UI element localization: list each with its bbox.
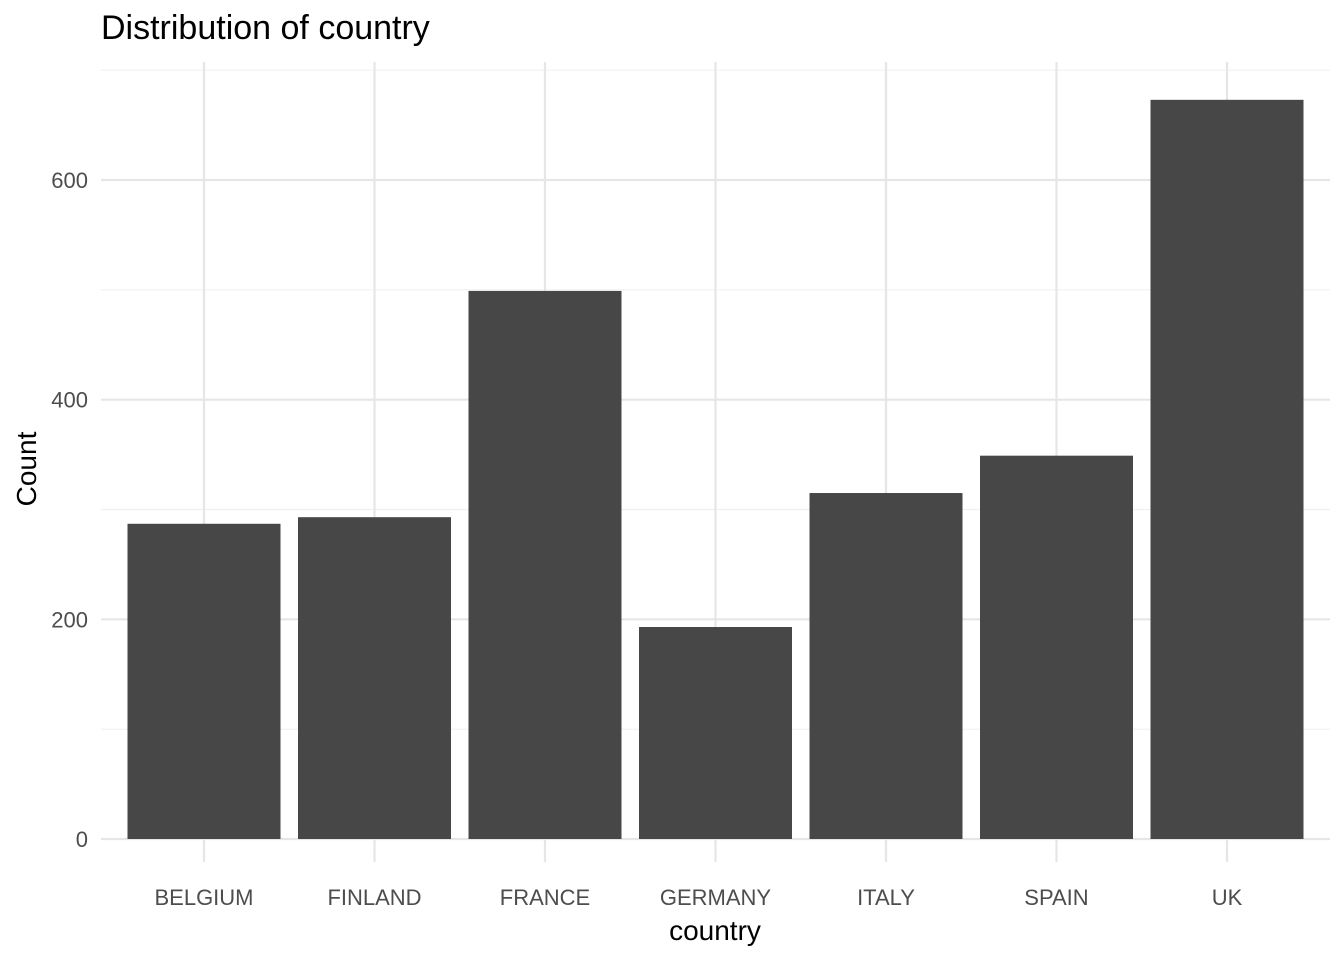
x-tick-label: GERMANY — [660, 885, 772, 910]
x-tick-label: FINLAND — [327, 885, 421, 910]
x-tick-label: UK — [1212, 885, 1243, 910]
x-tick-label: ITALY — [857, 885, 915, 910]
y-tick-label: 0 — [76, 827, 88, 852]
x-axis-ticks: BELGIUM FINLAND FRANCE GERMANY ITALY SPAIN UK — [154, 885, 1242, 910]
y-tick-label: 600 — [51, 168, 88, 193]
bar-germany — [639, 627, 792, 839]
bar-finland — [298, 517, 451, 839]
x-tick-label: SPAIN — [1024, 885, 1088, 910]
bars — [127, 99, 1304, 840]
bar-france — [468, 290, 622, 840]
y-axis-ticks: 0 200 400 600 — [51, 168, 88, 852]
bar-belgium — [127, 523, 281, 839]
bar-spain — [980, 455, 1133, 839]
y-tick-label: 200 — [51, 607, 88, 632]
bar-italy — [809, 493, 963, 839]
bar-uk — [1150, 99, 1304, 840]
x-axis-title: country — [669, 915, 761, 946]
y-axis-title: Count — [11, 431, 42, 506]
x-tick-label: FRANCE — [500, 885, 590, 910]
x-tick-label: BELGIUM — [154, 885, 253, 910]
chart-title: Distribution of country — [101, 9, 430, 47]
y-tick-label: 400 — [51, 388, 88, 413]
